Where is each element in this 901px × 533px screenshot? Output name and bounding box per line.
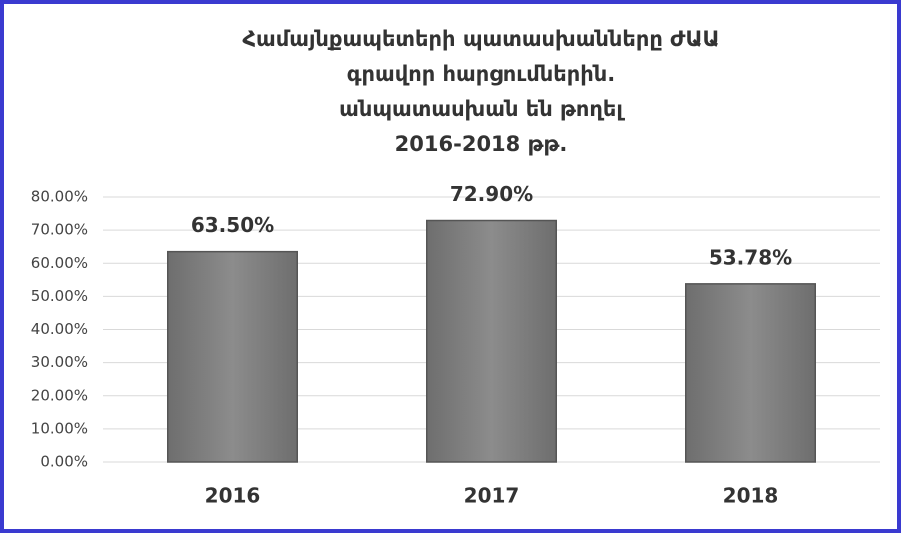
bar	[685, 283, 816, 463]
chart-subtitle: անպատասխան են թողել	[339, 97, 625, 121]
y-tick-label: 50.00%	[31, 287, 88, 305]
y-tick-label: 30.00%	[31, 353, 88, 371]
y-tick-label: 70.00%	[31, 221, 88, 239]
y-tick-label: 40.00%	[31, 320, 88, 338]
value-label: 63.50%	[191, 213, 274, 237]
value-label: 72.90%	[450, 182, 533, 206]
bar	[426, 219, 557, 463]
y-tick-label: 10.00%	[31, 419, 88, 437]
value-label: 53.78%	[709, 245, 792, 269]
x-tick-label: 2016	[205, 484, 261, 508]
x-tick-label: 2017	[464, 484, 520, 508]
y-tick-label: 20.00%	[31, 386, 88, 404]
y-tick-label: 80.00%	[31, 188, 88, 206]
bar	[167, 250, 298, 463]
chart-title: Համայնքապետերի պատասխանները ԺԱԱ	[242, 27, 719, 51]
x-tick-label: 2018	[723, 484, 779, 508]
chart-period: 2016-2018 թթ.	[395, 132, 568, 156]
y-tick-label: 60.00%	[31, 254, 88, 272]
chart-title: գրավոր հարցումներին.	[347, 62, 615, 86]
y-tick-label: 0.00%	[40, 453, 88, 471]
